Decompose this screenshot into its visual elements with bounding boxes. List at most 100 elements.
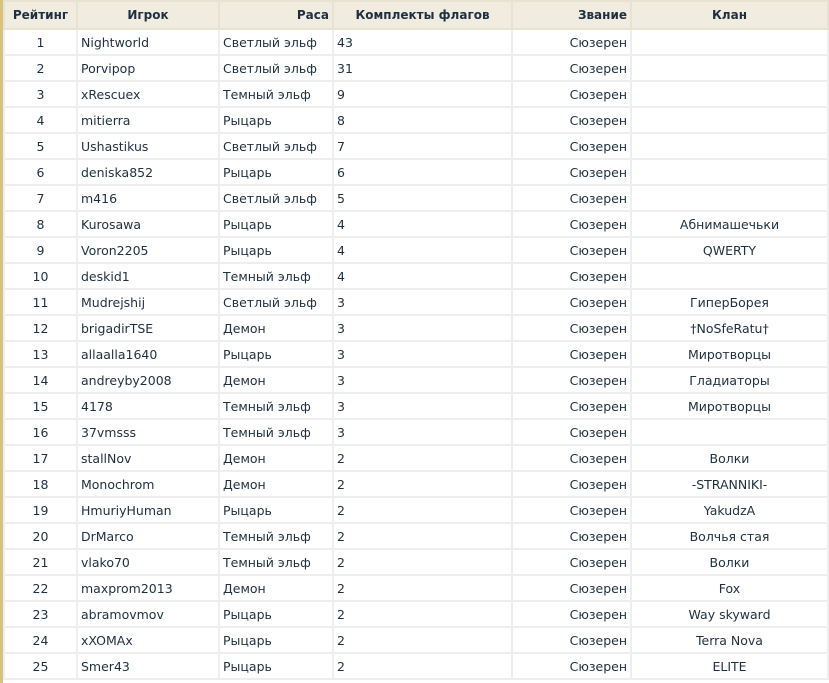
race-cell: Светлый эльф: [218, 132, 334, 160]
clan-cell[interactable]: Fox: [630, 574, 829, 602]
table-row: 12 brigadirTSE Демон 3 Сюзерен †NoSfeRatu†: [3, 314, 829, 342]
player-cell[interactable]: brigadirTSE: [76, 314, 220, 342]
rank-cell: Сюзерен: [511, 548, 632, 576]
player-cell[interactable]: Nightworld: [76, 28, 220, 56]
table-row: 25 Smer43 Рыцарь 2 Сюзерен ELITE: [3, 652, 829, 680]
clan-cell[interactable]: †NoSfeRatu†: [630, 314, 829, 342]
rating-cell: 17: [3, 444, 78, 472]
rank-cell: Сюзерен: [511, 314, 632, 342]
player-cell[interactable]: Kurosawa: [76, 210, 220, 238]
clan-cell[interactable]: Волки: [630, 548, 829, 576]
rank-cell: Сюзерен: [511, 158, 632, 186]
table-row: 21 vlako70 Темный эльф 2 Сюзерен Волки: [3, 548, 829, 576]
player-cell[interactable]: 4178: [76, 392, 220, 420]
clan-cell[interactable]: -STRANNIKI-: [630, 470, 829, 498]
flag-sets-cell: 5: [332, 184, 513, 212]
clan-cell: [630, 418, 829, 446]
rank-cell: Сюзерен: [511, 366, 632, 394]
player-cell[interactable]: deskid1: [76, 262, 220, 290]
race-cell: Рыцарь: [218, 496, 334, 524]
header-rating[interactable]: Рейтинг: [3, 0, 78, 30]
rank-cell: Сюзерен: [511, 236, 632, 264]
rank-cell: Сюзерен: [511, 262, 632, 290]
clan-cell: [630, 184, 829, 212]
header-row: Рейтинг Игрок Раса Комплекты флагов Зван…: [3, 0, 829, 30]
player-cell[interactable]: xXOMAx: [76, 626, 220, 654]
flag-sets-cell: 6: [332, 158, 513, 186]
rank-cell: Сюзерен: [511, 80, 632, 108]
rating-cell: 4: [3, 106, 78, 134]
player-cell[interactable]: m416: [76, 184, 220, 212]
table-row: 13 allaalla1640 Рыцарь 3 Сюзерен Миротворцы: [3, 340, 829, 368]
header-clan[interactable]: Клан: [630, 0, 829, 30]
rank-cell: Сюзерен: [511, 340, 632, 368]
rank-cell: Сюзерен: [511, 184, 632, 212]
flag-sets-cell: 3: [332, 392, 513, 420]
clan-cell[interactable]: Гладиаторы: [630, 366, 829, 394]
rank-cell: Сюзерен: [511, 600, 632, 628]
table-row: 9 Voron2205 Рыцарь 4 Сюзерен QWERTY: [3, 236, 829, 264]
player-cell[interactable]: allaalla1640: [76, 340, 220, 368]
clan-cell[interactable]: ГиперБорея: [630, 288, 829, 316]
clan-cell[interactable]: YakudzA: [630, 496, 829, 524]
table-row: 18 Monochrom Демон 2 Сюзерен -STRANNIKI-: [3, 470, 829, 498]
header-race[interactable]: Раса: [218, 0, 334, 30]
table-row: 20 DrMarco Темный эльф 2 Сюзерен Волчья стая: [3, 522, 829, 550]
table-row: 15 4178 Темный эльф 3 Сюзерен Миротворцы: [3, 392, 829, 420]
race-cell: Светлый эльф: [218, 54, 334, 82]
player-cell[interactable]: 37vmsss: [76, 418, 220, 446]
race-cell: Темный эльф: [218, 262, 334, 290]
player-cell[interactable]: vlako70: [76, 548, 220, 576]
player-cell[interactable]: DrMarco: [76, 522, 220, 550]
rank-cell: Сюзерен: [511, 522, 632, 550]
rank-cell: Сюзерен: [511, 470, 632, 498]
race-cell: Демон: [218, 444, 334, 472]
table-row: 11 Mudrejshij Светлый эльф 3 Сюзерен ГиперБор…: [3, 288, 829, 316]
player-cell[interactable]: mitierra: [76, 106, 220, 134]
player-cell[interactable]: Voron2205: [76, 236, 220, 264]
rating-cell: 9: [3, 236, 78, 264]
clan-cell: [630, 80, 829, 108]
rating-cell: 16: [3, 418, 78, 446]
clan-cell[interactable]: ELITE: [630, 652, 829, 680]
rank-cell: Сюзерен: [511, 496, 632, 524]
rating-cell: 7: [3, 184, 78, 212]
clan-cell[interactable]: Terra Nova: [630, 626, 829, 654]
rating-cell: 2: [3, 54, 78, 82]
table-row: 14 andreyby2008 Демон 3 Сюзерен Гладиаторы: [3, 366, 829, 394]
clan-cell[interactable]: Волки: [630, 444, 829, 472]
flag-sets-cell: 8: [332, 106, 513, 134]
clan-cell[interactable]: QWERTY: [630, 236, 829, 264]
clan-cell[interactable]: Абнимашечьки: [630, 210, 829, 238]
header-rank[interactable]: Звание: [511, 0, 632, 30]
player-cell[interactable]: Monochrom: [76, 470, 220, 498]
rating-cell: 14: [3, 366, 78, 394]
flag-sets-cell: 2: [332, 522, 513, 550]
player-cell[interactable]: Porvipop: [76, 54, 220, 82]
clan-cell[interactable]: Волчья стая: [630, 522, 829, 550]
player-cell[interactable]: xRescuex: [76, 80, 220, 108]
clan-cell[interactable]: Миротворцы: [630, 392, 829, 420]
player-cell[interactable]: abramovmov: [76, 600, 220, 628]
table-row: 19 HmuriyHuman Рыцарь 2 Сюзерен YakudzA: [3, 496, 829, 524]
header-player[interactable]: Игрок: [76, 0, 220, 30]
player-cell[interactable]: andreyby2008: [76, 366, 220, 394]
rank-cell: Сюзерен: [511, 392, 632, 420]
table-row: 7 m416 Светлый эльф 5 Сюзерен: [3, 184, 829, 212]
player-cell[interactable]: Ushastikus: [76, 132, 220, 160]
player-cell[interactable]: Mudrejshij: [76, 288, 220, 316]
race-cell: Темный эльф: [218, 522, 334, 550]
player-cell[interactable]: deniska852: [76, 158, 220, 186]
player-cell[interactable]: maxprom2013: [76, 574, 220, 602]
table-row: 6 deniska852 Рыцарь 6 Сюзерен: [3, 158, 829, 186]
player-cell[interactable]: Smer43: [76, 652, 220, 680]
clan-cell[interactable]: Миротворцы: [630, 340, 829, 368]
player-cell[interactable]: stallNov: [76, 444, 220, 472]
header-flag-sets[interactable]: Комплекты флагов: [332, 0, 513, 30]
clan-cell: [630, 158, 829, 186]
race-cell: Демон: [218, 314, 334, 342]
player-cell[interactable]: HmuriyHuman: [76, 496, 220, 524]
clan-cell[interactable]: Way skyward: [630, 600, 829, 628]
rating-cell: 15: [3, 392, 78, 420]
